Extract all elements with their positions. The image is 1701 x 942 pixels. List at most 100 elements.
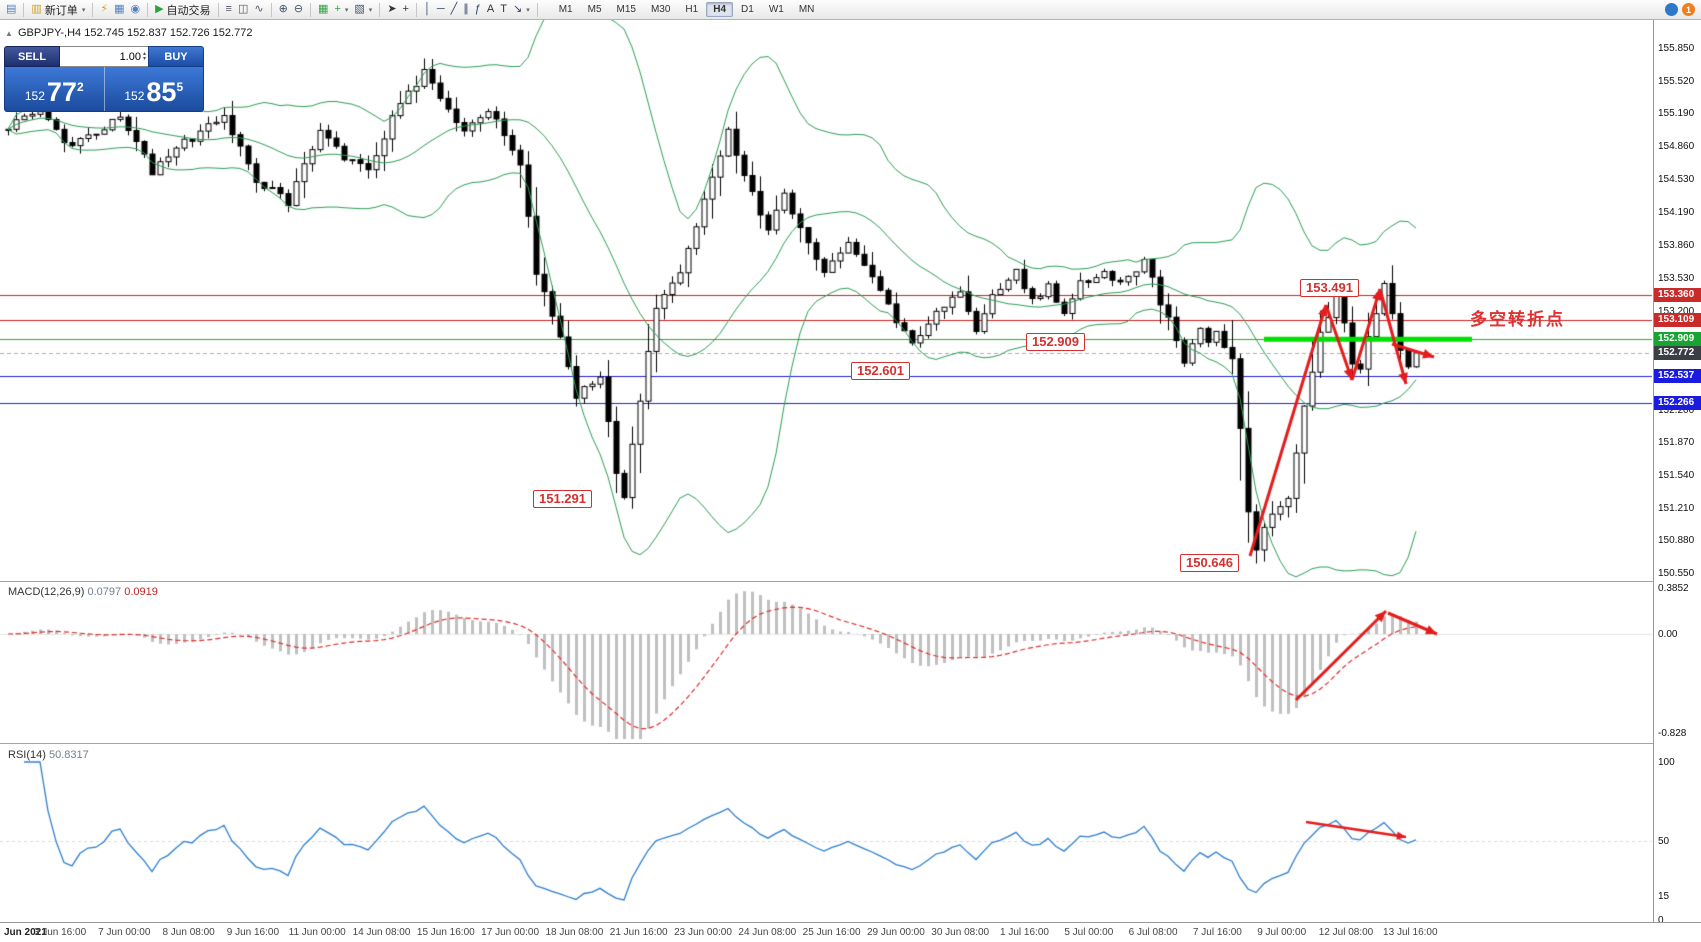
candlestick-icon[interactable]: ◫ [235, 3, 251, 16]
timeframe-m15[interactable]: M15 [616, 4, 636, 15]
time-tick-label: 7 Jul 16:00 [1192, 927, 1242, 938]
price-tick-label: 155.190 [1658, 108, 1695, 120]
macd-panel-separator[interactable] [0, 581, 1701, 582]
indicators-icon[interactable]: + ▾ [331, 3, 351, 16]
macd-scale-label: 0.00 [1658, 629, 1678, 640]
rsi-panel-separator[interactable] [0, 743, 1701, 744]
tile-windows-icon[interactable]: ▦ [315, 3, 331, 16]
symbol-ohlc-info: GBPJPY-,H4 152.745 152.837 152.726 152.7… [18, 27, 253, 39]
trade-panel-collapse-icon[interactable]: ▲ [5, 29, 13, 38]
timeframe-mn[interactable]: MN [798, 4, 815, 15]
community-icon[interactable] [1665, 3, 1678, 16]
charts-bar-icon[interactable]: ⚡ [97, 3, 111, 16]
time-tick-label: 13 Jul 16:00 [1383, 927, 1438, 938]
charts-bar-icon-glyph: ⚡ [100, 3, 109, 15]
sell-price-pip: 2 [76, 80, 84, 94]
templates-icon[interactable]: ▧ ▾ [351, 3, 375, 16]
equidistant-channel-icon[interactable]: ∥ [460, 3, 472, 16]
new-order-button-dropdown-icon[interactable]: ▾ [81, 6, 86, 14]
vertical-line-icon[interactable]: │ [421, 3, 434, 16]
timeframe-w1[interactable]: W1 [768, 4, 784, 15]
indicators-icon-dropdown-icon[interactable]: ▾ [344, 6, 349, 14]
price-tick-label: 153.200 [1658, 305, 1695, 317]
fibonacci-icon[interactable]: ƒ [472, 3, 484, 16]
rsi-scale-label: 50 [1658, 836, 1670, 847]
toolbar-separator [270, 2, 272, 17]
rsi-name: RSI(14) [8, 749, 46, 761]
text-icon-glyph: A [486, 3, 495, 15]
chart-window-icon[interactable]: ▤ [3, 3, 19, 16]
timeframe-m5[interactable]: M5 [587, 4, 602, 15]
cursor-icon-glyph: ➤ [387, 3, 397, 15]
zoom-out-icon[interactable]: ⊖ [291, 3, 306, 16]
new-order-button[interactable]: ▥ 新订单 ▾ [28, 1, 88, 19]
time-tick-label: 7 Jun 00:00 [98, 927, 151, 938]
text-label-icon[interactable]: T [497, 3, 510, 16]
timeframe-h4[interactable]: H4 [706, 2, 734, 17]
arrows-icon-glyph: ↘ [512, 3, 523, 15]
new-order-button-glyph: ▥ [31, 3, 42, 15]
market-watch-icon[interactable]: ▦ [111, 3, 127, 16]
auto-trading-button[interactable]: ▶ 自动交易 [152, 1, 213, 19]
price-chart-canvas[interactable] [0, 20, 1653, 581]
rsi-panel-canvas[interactable] [0, 744, 1653, 922]
price-tick-label: 154.530 [1658, 173, 1695, 185]
line-chart-icon[interactable]: ∿ [251, 3, 266, 16]
timeframe-d1[interactable]: D1 [741, 4, 754, 15]
indicators-icon-glyph: + [334, 3, 341, 15]
time-tick-label: 23 Jun 00:00 [674, 927, 732, 938]
timeframe-h1[interactable]: H1 [685, 4, 699, 15]
toolbar-separator [92, 2, 94, 17]
sell-price-big: 77 [46, 77, 77, 107]
price-tick-label: 151.210 [1658, 502, 1695, 514]
timeframe-m1[interactable]: M1 [558, 4, 573, 15]
zoom-in-icon[interactable]: ⊕ [276, 3, 291, 16]
macd-panel-canvas[interactable] [0, 582, 1653, 742]
spin-down-icon[interactable]: ▾ [142, 55, 146, 62]
crosshair-icon[interactable]: + [400, 3, 412, 16]
price-callout: 153.491 [1300, 279, 1359, 297]
buy-price-display[interactable]: 152 85 5 [105, 67, 204, 111]
buy-price-prefix: 152 [124, 89, 145, 103]
volume-spinner[interactable]: ▴ ▾ [142, 50, 146, 62]
trendline-icon[interactable]: ╱ [448, 3, 461, 16]
price-tick-label: 151.870 [1658, 437, 1695, 449]
sell-button[interactable]: SELL [4, 46, 60, 67]
main-toolbar: ▤ ▥ 新订单 ▾ ⚡ ▦ ◉ ▶ 自动交易 ≡ ◫ ∿ ⊕ ⊖ ▦ + ▾ ▧ ▾ ➤ + │ ─ ╱ ∥ ƒ A T ↘ ▾ M1 M5 M… [0, 0, 1701, 20]
ohlc-bars-icon-glyph: ≡ [225, 3, 232, 15]
vertical-line-icon-glyph: │ [423, 3, 431, 15]
timeframe-m30[interactable]: M30 [650, 4, 671, 15]
price-callout: 150.646 [1180, 554, 1239, 572]
crosshair-icon-glyph: + [402, 3, 409, 15]
candlestick-icon-glyph: ◫ [237, 3, 249, 15]
volume-input[interactable]: 1.00 ▴ ▾ [60, 46, 148, 67]
arrows-icon[interactable]: ↘ ▾ [510, 3, 533, 16]
navigator-icon[interactable]: ◉ [127, 3, 143, 16]
sell-price-display[interactable]: 152 77 2 [5, 67, 105, 111]
rsi-value: 50.8317 [48, 749, 89, 761]
text-icon[interactable]: A [484, 3, 497, 16]
time-tick-label: 18 Jun 08:00 [545, 927, 604, 938]
price-callout: 152.909 [1026, 333, 1085, 351]
horizontal-line-icon[interactable]: ─ [434, 3, 448, 16]
auto-trading-button-glyph: ▶ [155, 3, 164, 15]
templates-icon-glyph: ▧ [354, 3, 365, 15]
time-tick-label: 9 Jul 00:00 [1257, 927, 1307, 938]
price-tick-label: 153.860 [1658, 240, 1695, 252]
price-callout: 152.601 [851, 362, 910, 380]
time-axis[interactable]: Jun 2021 3 Jun 16:00 7 Jun 00:00 8 Jun 08:… [0, 922, 1701, 942]
templates-icon-dropdown-icon[interactable]: ▾ [368, 6, 373, 14]
horizontal-line-icon-glyph: ─ [436, 3, 445, 15]
ohlc-bars-icon[interactable]: ≡ [223, 3, 235, 16]
buy-button[interactable]: BUY [148, 46, 204, 67]
time-tick-label: 25 Jun 16:00 [802, 927, 861, 938]
buy-price-pip: 5 [176, 80, 184, 94]
notification-badge[interactable]: 1 [1682, 3, 1695, 16]
cursor-icon[interactable]: ➤ [384, 3, 399, 16]
trendline-icon-glyph: ╱ [450, 3, 458, 15]
spin-up-icon[interactable]: ▴ [142, 50, 146, 57]
arrows-icon-dropdown-icon[interactable]: ▾ [526, 6, 530, 14]
toolbar-separator [415, 2, 417, 17]
price-scale[interactable]: 0.3852 0.00 -0.828 100 50 15 0 155.850 155.520 15… [1653, 20, 1701, 926]
